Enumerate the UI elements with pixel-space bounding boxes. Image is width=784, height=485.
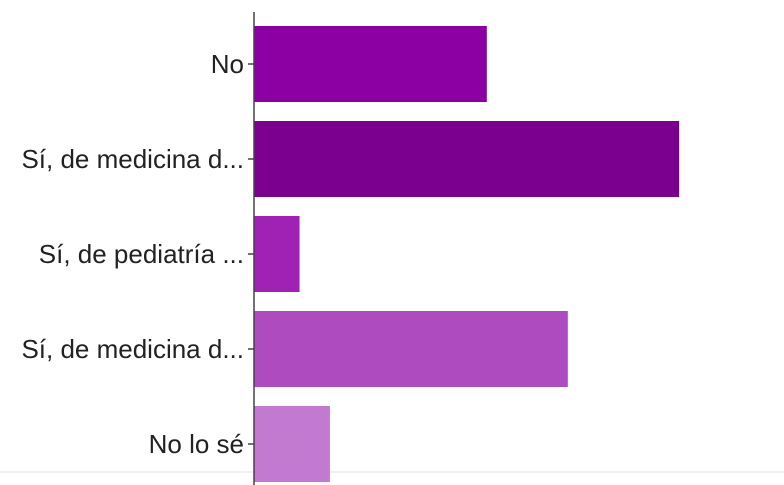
bar-3 xyxy=(254,311,568,387)
category-label-4: No lo sé xyxy=(149,429,244,459)
category-label-1: Sí, de medicina d... xyxy=(21,144,244,174)
category-label-0: No xyxy=(211,49,244,79)
category-label-2: Sí, de pediatría ... xyxy=(39,239,244,269)
bar-0 xyxy=(254,26,487,102)
bars-group xyxy=(254,26,680,482)
category-labels-group: No Sí, de medicina d... Sí, de pediatría .… xyxy=(21,49,244,459)
bar-4 xyxy=(254,406,330,482)
y-axis xyxy=(248,12,255,485)
bar-1 xyxy=(254,121,680,197)
category-label-3: Sí, de medicina d... xyxy=(21,334,244,364)
bar-2 xyxy=(254,216,300,292)
